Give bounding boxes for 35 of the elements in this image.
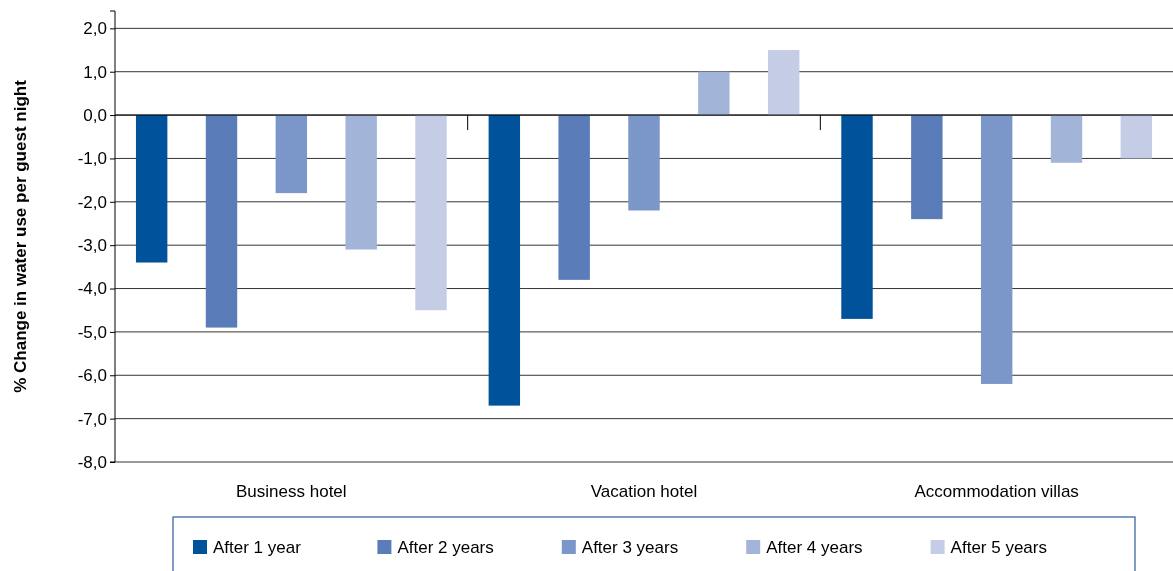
y-axis-title: % Change in water use per guest night	[11, 79, 30, 393]
bar	[841, 115, 873, 319]
bar	[767, 50, 800, 116]
bar	[415, 115, 447, 311]
legend-label: After 4 years	[766, 538, 863, 557]
bar	[1050, 115, 1083, 163]
y-tick-label: -1,0	[77, 149, 107, 169]
legend-label: After 5 years	[950, 538, 1047, 557]
y-tick-label: 1,0	[83, 62, 107, 82]
legend-label: After 1 year	[213, 538, 302, 557]
x-tick-label: Accommodation villas	[914, 482, 1079, 501]
bar	[345, 115, 377, 250]
bar	[698, 71, 730, 116]
x-tick-label: Vacation hotel	[590, 482, 698, 501]
y-tick-label: 0,0	[83, 106, 107, 126]
legend-label: After 2 years	[397, 538, 494, 557]
y-tick-label: -2,0	[77, 192, 107, 212]
bar	[488, 115, 521, 406]
bar	[628, 115, 660, 211]
y-tick-label: -7,0	[77, 409, 107, 429]
legend-label: After 3 years	[581, 538, 679, 557]
y-tick-label: -6,0	[77, 366, 107, 386]
x-tick-label: Business hotel	[236, 482, 347, 501]
y-tick-label: -5,0	[77, 322, 107, 342]
y-tick-label: -8,0	[77, 452, 107, 472]
y-tick-label: -4,0	[77, 279, 107, 299]
bar	[275, 115, 308, 194]
y-tick-label: 2,0	[83, 19, 107, 39]
bar	[1120, 115, 1153, 159]
bar	[980, 115, 1013, 384]
bar	[205, 115, 238, 328]
y-tick-label: -3,0	[77, 236, 107, 256]
bar	[135, 115, 168, 263]
bar	[558, 115, 590, 280]
bar	[911, 115, 943, 220]
